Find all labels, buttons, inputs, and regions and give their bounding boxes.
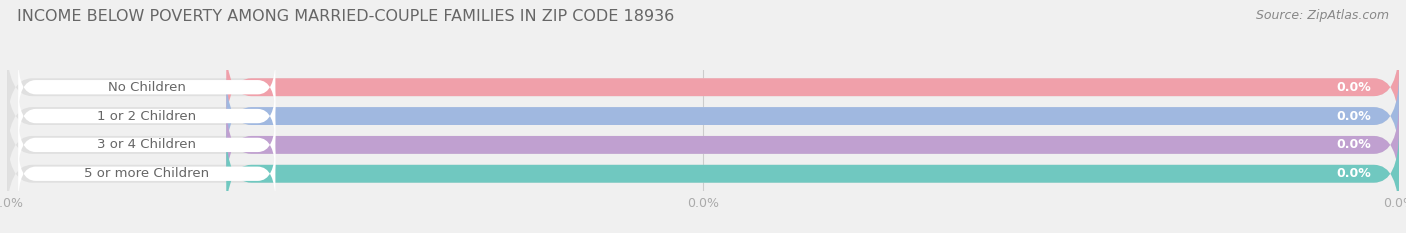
FancyBboxPatch shape (226, 131, 1399, 217)
FancyBboxPatch shape (18, 58, 276, 116)
FancyBboxPatch shape (7, 102, 1399, 188)
Text: 1 or 2 Children: 1 or 2 Children (97, 110, 197, 123)
Text: 0.0%: 0.0% (1336, 81, 1371, 94)
FancyBboxPatch shape (226, 44, 1399, 130)
Text: INCOME BELOW POVERTY AMONG MARRIED-COUPLE FAMILIES IN ZIP CODE 18936: INCOME BELOW POVERTY AMONG MARRIED-COUPL… (17, 9, 673, 24)
FancyBboxPatch shape (226, 73, 1399, 159)
Text: 0.0%: 0.0% (1336, 167, 1371, 180)
Text: No Children: No Children (108, 81, 186, 94)
FancyBboxPatch shape (18, 144, 276, 203)
Text: 0.0%: 0.0% (1336, 110, 1371, 123)
Text: Source: ZipAtlas.com: Source: ZipAtlas.com (1256, 9, 1389, 22)
FancyBboxPatch shape (18, 116, 276, 174)
FancyBboxPatch shape (18, 87, 276, 145)
Text: 0.0%: 0.0% (1336, 138, 1371, 151)
Text: 5 or more Children: 5 or more Children (84, 167, 209, 180)
Text: 3 or 4 Children: 3 or 4 Children (97, 138, 197, 151)
FancyBboxPatch shape (7, 44, 1399, 130)
FancyBboxPatch shape (7, 131, 1399, 217)
FancyBboxPatch shape (226, 102, 1399, 188)
FancyBboxPatch shape (7, 73, 1399, 159)
